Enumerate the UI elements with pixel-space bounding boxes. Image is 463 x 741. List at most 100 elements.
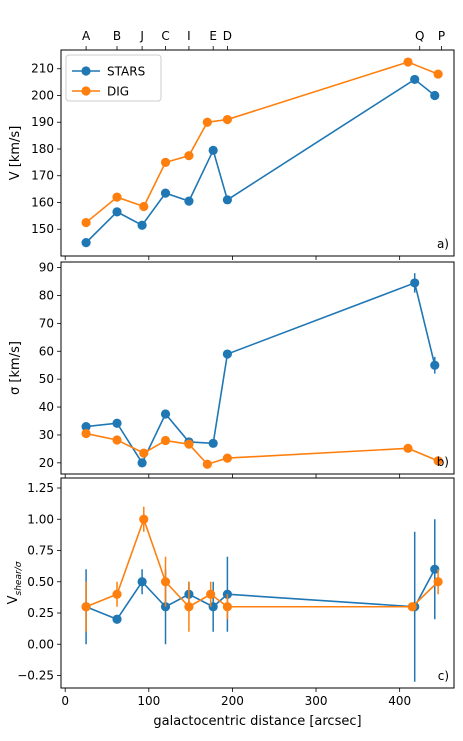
y-tick-label: 0.25	[27, 606, 54, 620]
y-tick-label: 0.00	[27, 637, 54, 651]
data-point	[184, 151, 194, 161]
data-point	[137, 458, 147, 468]
top-axis-label: J	[139, 29, 144, 43]
series-dig	[81, 428, 443, 469]
y-axis-label: Vshear/σ	[6, 561, 24, 604]
series-stars	[81, 74, 440, 248]
data-point	[410, 278, 420, 288]
panel-label: a)	[437, 237, 449, 251]
top-axis-label: D	[223, 29, 232, 43]
y-axis-label: σ [km/s]	[8, 341, 23, 395]
data-point	[222, 195, 232, 205]
panel-1: 150 160 170 180 190 200 210 A B J C I E D Q P V [km/s] a)…	[8, 29, 455, 260]
data-point	[430, 360, 440, 370]
top-axis-label: Q	[415, 29, 424, 43]
panel-label: b)	[437, 455, 449, 469]
y-tick-label: 150	[31, 222, 54, 236]
data-point	[139, 448, 149, 458]
data-point	[160, 435, 171, 446]
data-point	[403, 57, 413, 67]
y-tick-label: 0.50	[27, 575, 54, 589]
y-tick-label: 160	[31, 195, 54, 209]
data-point	[81, 217, 91, 228]
series-line	[85, 281, 436, 465]
data-point	[81, 602, 91, 612]
data-point	[139, 201, 149, 212]
data-point	[206, 589, 216, 599]
y-tick-label: 20	[39, 456, 54, 470]
y-tick-label: 210	[31, 62, 54, 76]
data-point	[112, 589, 122, 599]
data-point	[430, 90, 440, 101]
data-point	[112, 207, 122, 217]
data-point	[81, 428, 91, 439]
y-tick-label: 30	[39, 428, 54, 442]
axes-frame	[60, 261, 455, 475]
series-line	[85, 516, 439, 608]
legend-marker	[81, 86, 91, 96]
data-point	[410, 74, 420, 85]
legend-label: DIG	[107, 85, 129, 99]
y-tick-label: 190	[31, 115, 54, 129]
data-point	[184, 196, 194, 206]
y-tick-label: 0.75	[27, 544, 54, 558]
y-tick-label: 200	[31, 88, 54, 102]
top-axis-label: P	[438, 29, 445, 43]
axes-frame	[60, 49, 455, 257]
data-point	[139, 514, 149, 524]
y-tick-label: 50	[39, 372, 54, 386]
series-stars	[81, 273, 440, 468]
y-tick-label: 60	[39, 344, 54, 358]
x-tick-label: 0	[61, 694, 69, 708]
data-point	[433, 577, 443, 587]
data-point	[160, 157, 171, 167]
data-point	[112, 418, 122, 428]
y-tick-label: 1.25	[27, 481, 54, 495]
data-point	[208, 438, 218, 448]
x-tick-label: 300	[305, 694, 328, 708]
y-tick-label: 70	[39, 316, 54, 330]
panel-3: −0.25 0.00 0.25 0.50 0.75 1.00 1.25 0 100 200 300 4…	[6, 477, 455, 708]
x-tick-label: 100	[137, 694, 160, 708]
series-line	[85, 78, 436, 244]
data-point	[222, 453, 232, 463]
data-point	[112, 435, 122, 445]
data-point	[81, 421, 91, 432]
data-point	[160, 188, 171, 198]
top-axis-label: E	[209, 29, 217, 43]
data-point	[202, 117, 212, 127]
data-point	[222, 349, 232, 359]
top-axis-label: A	[82, 29, 91, 43]
series-dig	[81, 506, 443, 632]
axes-frame	[60, 477, 455, 689]
legend: STARS DIG	[65, 54, 162, 102]
data-point	[433, 456, 443, 466]
top-axis-label: C	[161, 29, 169, 43]
data-point	[112, 192, 122, 202]
y-tick-label: 90	[39, 261, 54, 275]
y-tick-label: 40	[39, 400, 54, 414]
panel-label: c)	[438, 669, 449, 683]
data-point	[112, 614, 122, 624]
data-point	[137, 220, 147, 230]
data-point	[184, 439, 194, 449]
data-point	[184, 602, 194, 612]
y-tick-label: 1.00	[27, 512, 54, 526]
x-tick-label: 200	[221, 694, 244, 708]
data-point	[81, 238, 91, 248]
data-point	[407, 602, 417, 612]
top-axis-label: B	[113, 29, 121, 43]
y-axis-label: V [km/s]	[8, 126, 23, 181]
x-axis-label: galactocentric distance [arcsec]	[153, 714, 361, 729]
data-point	[222, 602, 232, 612]
top-axis-label: I	[187, 29, 191, 43]
series-dig	[81, 57, 443, 228]
series-line	[85, 568, 436, 621]
data-point	[208, 145, 218, 155]
x-tick-label: 400	[388, 694, 411, 708]
data-point	[403, 443, 413, 453]
y-tick-label: −0.25	[17, 669, 54, 683]
data-point	[160, 409, 171, 419]
data-point	[137, 577, 147, 587]
